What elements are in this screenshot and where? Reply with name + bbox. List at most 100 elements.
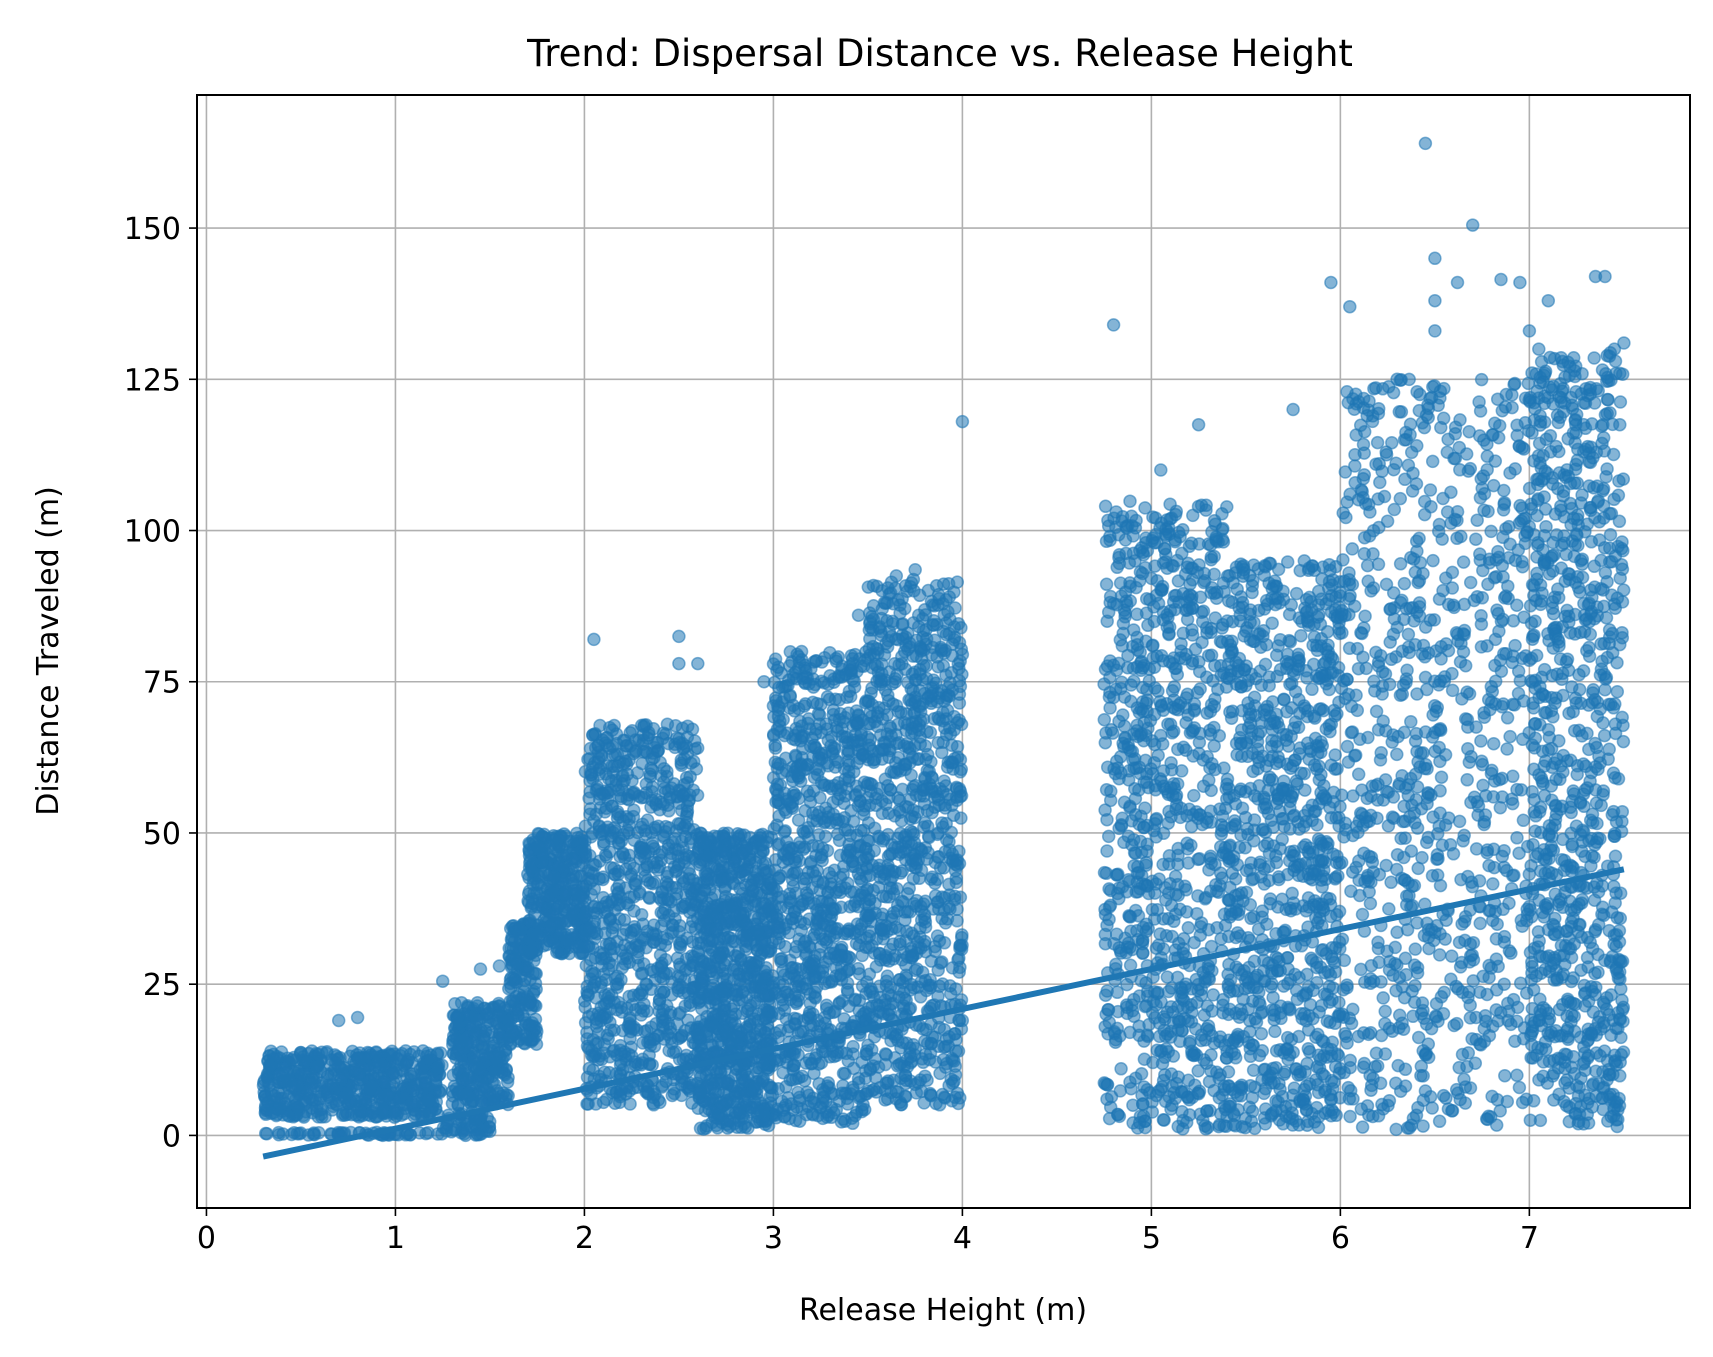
data-point [768, 755, 783, 769]
data-point [610, 805, 625, 819]
data-point [405, 1096, 420, 1110]
data-point [281, 1108, 295, 1122]
data-point [607, 1023, 621, 1037]
data-point [816, 960, 831, 975]
data-point [918, 1034, 932, 1048]
data-point [581, 940, 596, 954]
data-point [843, 828, 858, 843]
data-point [639, 718, 653, 732]
data-point [730, 1120, 744, 1134]
data-point [336, 1091, 351, 1105]
data-point [701, 957, 715, 971]
data-point [771, 891, 785, 905]
data-point [936, 577, 951, 591]
data-point [590, 1019, 604, 1034]
data-point [566, 902, 581, 917]
data-point [433, 1085, 447, 1100]
data-point [712, 1062, 726, 1076]
data-point [930, 872, 945, 887]
data-point [821, 1108, 836, 1123]
data-point [849, 704, 864, 718]
data-point [368, 1060, 382, 1074]
data-point [692, 1085, 707, 1100]
data-point [689, 762, 704, 776]
data-point [771, 920, 786, 935]
data-point [779, 805, 793, 820]
data-point [707, 829, 722, 843]
data-point [776, 712, 790, 727]
data-points [256, 136, 1631, 1143]
data-point [609, 1066, 624, 1081]
data-point [309, 1058, 324, 1073]
data-point [507, 934, 522, 949]
data-point [834, 670, 849, 684]
data-point [431, 1060, 445, 1075]
data-point [600, 904, 614, 919]
data-point [488, 1064, 502, 1078]
data-point [729, 984, 744, 999]
data-point [776, 1103, 791, 1117]
data-point [562, 913, 576, 928]
data-point [717, 1075, 732, 1089]
data-point [660, 717, 675, 731]
data-point [636, 745, 651, 759]
data-point [714, 844, 729, 858]
data-point [551, 899, 565, 914]
data-point [739, 934, 754, 949]
data-point [687, 734, 702, 748]
data-point [837, 796, 851, 811]
data-point [782, 896, 797, 910]
data-point [726, 1095, 740, 1109]
data-point [703, 872, 718, 887]
data-point [637, 863, 651, 877]
data-point [640, 813, 655, 827]
data-point [613, 1083, 628, 1097]
data-point [454, 1034, 468, 1049]
data-point [377, 1075, 392, 1089]
data-point [818, 1016, 832, 1030]
data-point [828, 902, 843, 916]
data-point [634, 907, 649, 922]
data-point [782, 701, 797, 715]
data-point [272, 1068, 287, 1082]
data-point [695, 977, 709, 992]
data-point [505, 993, 520, 1008]
data-point [845, 1116, 860, 1131]
data-point [680, 804, 695, 818]
data-point [338, 1108, 352, 1122]
data-point [850, 738, 865, 752]
data-point [793, 714, 807, 729]
data-point [738, 1094, 752, 1109]
data-point [697, 905, 711, 919]
chart-title: Trend: Dispersal Distance vs. Release He… [526, 32, 1353, 75]
data-point [838, 1066, 852, 1081]
data-point [797, 877, 812, 891]
data-point [681, 862, 696, 877]
data-point [645, 780, 660, 794]
data-point [671, 843, 686, 857]
data-point [759, 961, 773, 975]
data-point [740, 899, 755, 913]
data-point [662, 804, 676, 818]
data-point [657, 1032, 671, 1046]
data-point [770, 777, 785, 792]
data-point [607, 821, 622, 835]
data-point [450, 1010, 465, 1025]
data-point [728, 1007, 743, 1021]
data-point [710, 1111, 725, 1125]
data-point [614, 1047, 629, 1061]
data-point [547, 870, 561, 884]
data-point [772, 836, 786, 851]
data-point [625, 773, 639, 788]
data-point [677, 777, 691, 792]
data-point [262, 1078, 277, 1093]
data-point [920, 819, 935, 834]
data-point [597, 787, 611, 802]
data-point [840, 876, 855, 891]
data-point [272, 1127, 286, 1142]
data-point [362, 1082, 377, 1097]
data-point [761, 945, 775, 959]
data-point [733, 973, 747, 987]
data-point [781, 852, 796, 866]
data-point [678, 1023, 692, 1038]
